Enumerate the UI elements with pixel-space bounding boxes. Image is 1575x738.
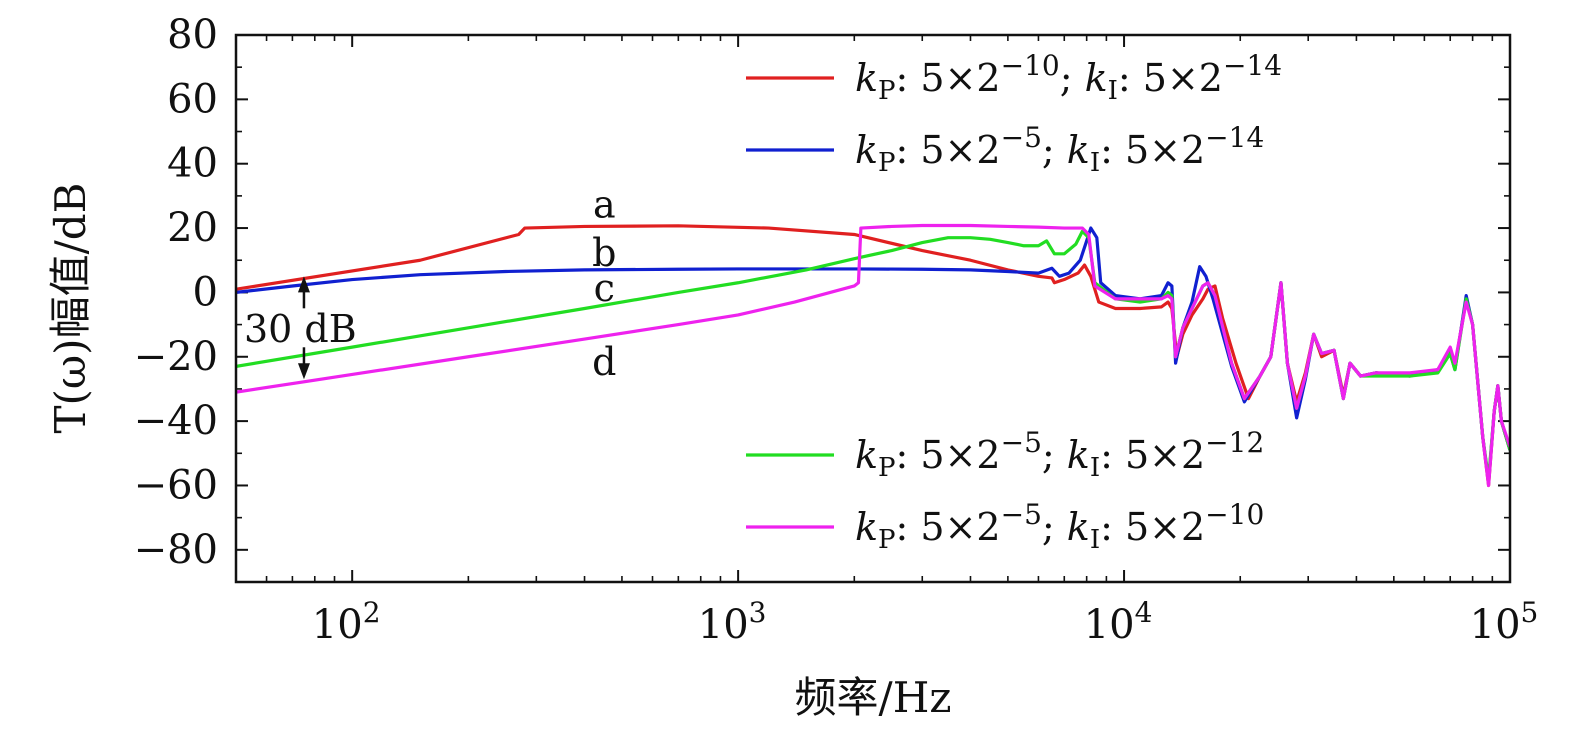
curve-label: d <box>592 340 616 384</box>
y-tick-label: −40 <box>134 398 218 444</box>
legend: kP: 5×2−10; kI: 5×2−14 kP: 5×2−5; kI: 5×2… <box>746 49 1282 555</box>
y-axis-ticks: 80 60 40 20 0 −20 −40 −60 −80 <box>134 12 1510 583</box>
x-axis-title: 频率/Hz <box>795 673 952 722</box>
series-line-3 <box>236 223 1510 488</box>
curve-label: b <box>592 231 616 275</box>
y-tick-label: 60 <box>167 76 218 122</box>
legend-label: kP: 5×2−10; kI: 5×2−14 <box>855 49 1282 106</box>
y-tick-label: −80 <box>134 527 218 573</box>
gap-arrow-head-up <box>297 276 310 293</box>
series-layer <box>236 223 1510 488</box>
x-axis-ticks: 102 103 104 105 <box>235 35 1539 648</box>
legend-label: kP: 5×2−5; kI: 5×2−14 <box>855 121 1264 178</box>
y-tick-label: 80 <box>167 12 218 58</box>
plot-frame <box>234 33 1512 584</box>
curve-label: a <box>593 183 616 227</box>
gap-arrow-head-down <box>297 363 310 380</box>
y-tick-label: 20 <box>167 205 218 251</box>
y-tick-label: 0 <box>193 269 218 315</box>
x-tick-label: 104 <box>1084 596 1153 648</box>
x-tick-label: 103 <box>698 596 767 648</box>
y-axis-title: T(ω)幅值/dB <box>46 183 95 434</box>
gap-label: 30 dB <box>244 307 357 351</box>
y-tick-label: −60 <box>134 462 218 508</box>
x-tick-label: 105 <box>1470 596 1539 648</box>
x-tick-label: 102 <box>312 596 381 648</box>
legend-label: kP: 5×2−5; kI: 5×2−10 <box>855 498 1264 555</box>
curve-label: c <box>594 266 615 310</box>
y-tick-label: −20 <box>134 334 218 380</box>
legend-label: kP: 5×2−5; kI: 5×2−12 <box>855 426 1264 483</box>
y-tick-label: 40 <box>167 141 218 187</box>
